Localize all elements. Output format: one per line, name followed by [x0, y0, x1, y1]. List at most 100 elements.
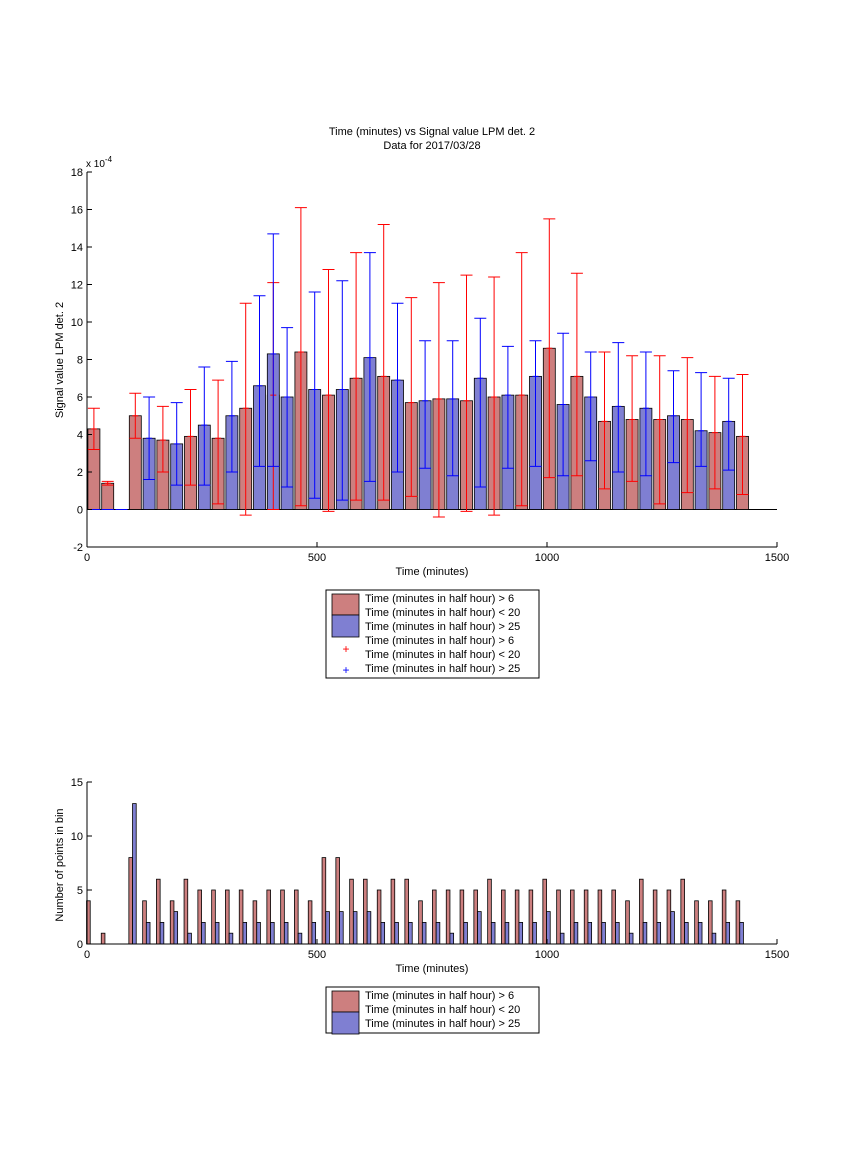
chart-title: Time (minutes) vs Signal value LPM det. …: [329, 126, 535, 138]
bar: [421, 922, 427, 945]
y-tick-label: 10: [71, 831, 83, 843]
bar: [670, 911, 675, 945]
signal-legend: + + Time (minutes in half hour) > 6 Time…: [325, 589, 540, 679]
bar: [325, 911, 330, 945]
x-tick-label: 0: [84, 552, 90, 564]
bar: [652, 889, 658, 945]
bar: [721, 889, 727, 945]
bar: [311, 922, 317, 945]
x-axis-label: Time (minutes): [396, 963, 469, 975]
bar: [142, 900, 147, 945]
bar: [528, 889, 534, 945]
bar: [542, 878, 547, 945]
bar: [532, 922, 537, 945]
bar: [380, 922, 386, 945]
legend-entry: Time (minutes in half hour) < 20: [365, 1004, 520, 1016]
count-plot-area: 0 500 1000 1500 0 5 10 15: [71, 777, 789, 961]
legend-entry: Time (minutes in half hour) > 6: [365, 635, 514, 647]
bar: [739, 922, 744, 945]
x-tick-label: 1500: [765, 949, 789, 961]
bar: [363, 878, 368, 945]
signal-chart: Time (minutes) vs Signal value LPM det. …: [54, 126, 789, 578]
legend-swatch-red: [331, 990, 360, 1013]
bar: [514, 889, 520, 945]
bar: [463, 922, 468, 945]
bar: [597, 889, 603, 945]
bar: [601, 922, 606, 945]
bar: [680, 878, 685, 945]
bar: [418, 900, 423, 945]
x-tick-label: 1000: [535, 949, 559, 961]
chart-subtitle: Data for 2017/03/28: [383, 140, 480, 152]
y-tick-label: 8: [77, 355, 83, 367]
bar: [256, 922, 261, 945]
bar: [197, 889, 202, 945]
bar: [694, 900, 699, 945]
x-tick-label: 1500: [765, 552, 789, 564]
bar: [352, 911, 358, 945]
bar: [556, 889, 561, 945]
legend-box: [325, 589, 540, 679]
bar: [159, 922, 165, 945]
y-tick-label: 4: [77, 430, 83, 442]
bar: [169, 900, 175, 945]
bar: [628, 932, 634, 945]
y-tick-label: 15: [71, 777, 83, 789]
legend-entry: Time (minutes in half hour) > 25: [365, 1018, 520, 1030]
bar: [100, 932, 106, 945]
x-tick-label: 0: [84, 949, 90, 961]
y-axis-label: Number of points in bin: [54, 808, 66, 921]
y-tick-label: 0: [77, 505, 83, 517]
bar: [173, 911, 179, 945]
y-exponent-label: x 10-4: [86, 155, 113, 170]
legend-swatch-blue: [331, 614, 360, 638]
bar: [559, 932, 565, 945]
bar: [297, 932, 303, 945]
bar: [266, 889, 271, 945]
bar: [711, 932, 717, 945]
bar: [570, 889, 575, 945]
bar: [228, 932, 234, 945]
legend-entry: Time (minutes in half hour) < 20: [365, 607, 520, 619]
bar: [187, 932, 192, 945]
legend-entry: Time (minutes in half hour) > 6: [365, 990, 514, 1002]
bar: [321, 857, 327, 945]
bar: [432, 889, 437, 945]
bar: [656, 922, 662, 945]
y-tick-label: 6: [77, 392, 83, 404]
bar: [615, 922, 620, 945]
legend-swatch-red: [331, 593, 360, 616]
bar: [487, 878, 492, 945]
legend-entry: Time (minutes in half hour) > 6: [365, 593, 514, 605]
legend-box: [325, 986, 540, 1034]
bar: [376, 889, 382, 945]
x-tick-label: 500: [308, 949, 326, 961]
y-tick-label: 2: [77, 467, 83, 479]
bar: [349, 878, 354, 945]
bar: [435, 922, 441, 945]
bar: [501, 889, 506, 945]
bar: [201, 922, 206, 945]
bar: [459, 889, 465, 945]
legend-marker-red-plus: +: [342, 642, 349, 656]
bar: [408, 922, 413, 945]
y-tick-label: 14: [71, 242, 83, 254]
bar: [252, 900, 258, 945]
bar: [725, 922, 731, 945]
bar: [366, 911, 372, 945]
bar: [473, 889, 478, 945]
bar: [625, 900, 630, 945]
bar: [214, 922, 220, 945]
bar: [283, 922, 289, 945]
bar: [307, 900, 313, 945]
y-tick-label: 10: [71, 317, 83, 329]
bar: [238, 889, 244, 945]
bar: [294, 889, 299, 945]
bar: [101, 482, 115, 510]
y-tick-label: 12: [71, 280, 83, 292]
x-tick-label: 500: [308, 552, 326, 564]
y-axis-label: Signal value LPM det. 2: [54, 302, 66, 418]
bar: [697, 922, 703, 945]
bar: [225, 889, 230, 945]
